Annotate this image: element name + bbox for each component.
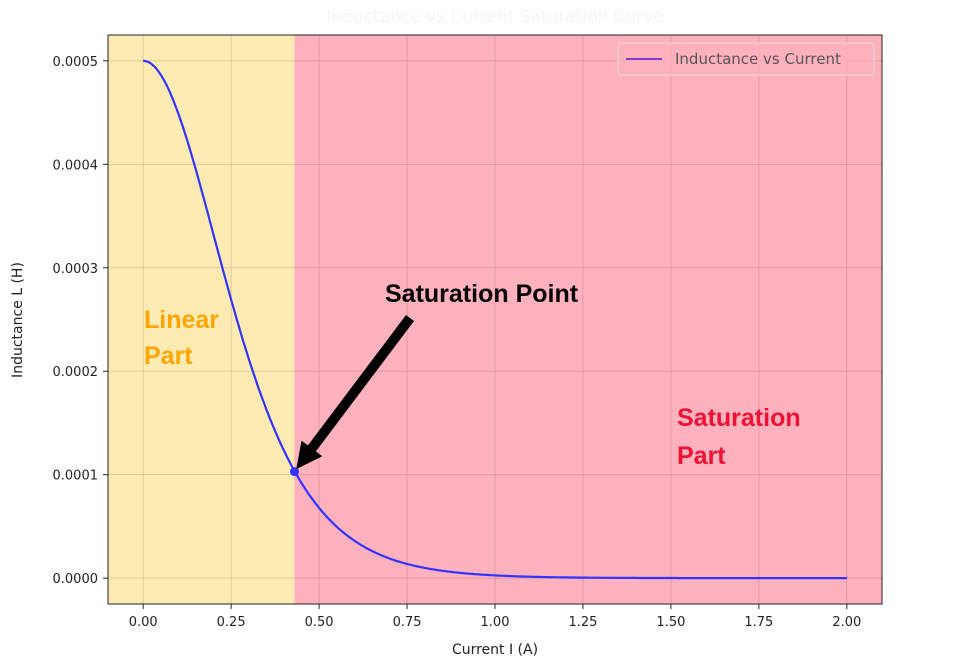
y-tick-label: 0.0002 (53, 365, 99, 380)
x-tick-label: 0.50 (305, 615, 334, 630)
x-tick-label: 0.75 (393, 615, 422, 630)
saturation-part-label-line1: Saturation (677, 404, 801, 432)
y-axis-label: Inductance L (H) (10, 262, 26, 378)
x-tick-label: 1.25 (568, 615, 597, 630)
linear-part-label-line2: Part (144, 342, 193, 370)
y-tick-label: 0.0001 (53, 469, 99, 484)
x-tick-label: 2.00 (832, 615, 861, 630)
saturation-part-label-line2: Part (677, 442, 726, 470)
series-line (143, 59, 847, 580)
legend: Inductance vs Current (617, 42, 875, 76)
x-axis-label: Current I (A) (452, 642, 538, 658)
saturation-point-marker (289, 467, 299, 477)
x-tick-label: 0.00 (129, 615, 158, 630)
legend-entry: Inductance vs Current (675, 50, 841, 68)
saturation-point-label: Saturation Point (385, 280, 579, 308)
saturation-region (294, 35, 882, 604)
x-tick-label: 1.00 (481, 615, 510, 630)
x-tick-label: 1.75 (744, 615, 773, 630)
legend-box (617, 42, 875, 76)
linear-part-label-line1: Linear (144, 306, 219, 334)
x-tick-label: 1.50 (656, 615, 685, 630)
x-tick-label: 0.25 (217, 615, 246, 630)
y-tick-label: 0.0000 (53, 572, 99, 587)
y-tick-label: 0.0004 (53, 158, 99, 173)
saturation-arrow (296, 314, 414, 470)
y-tick-label: 0.0003 (53, 262, 99, 277)
linear-region (108, 35, 295, 604)
y-tick-label: 0.0005 (53, 55, 99, 70)
chart-title: Inductance vs Current Saturation Curve (326, 7, 664, 27)
